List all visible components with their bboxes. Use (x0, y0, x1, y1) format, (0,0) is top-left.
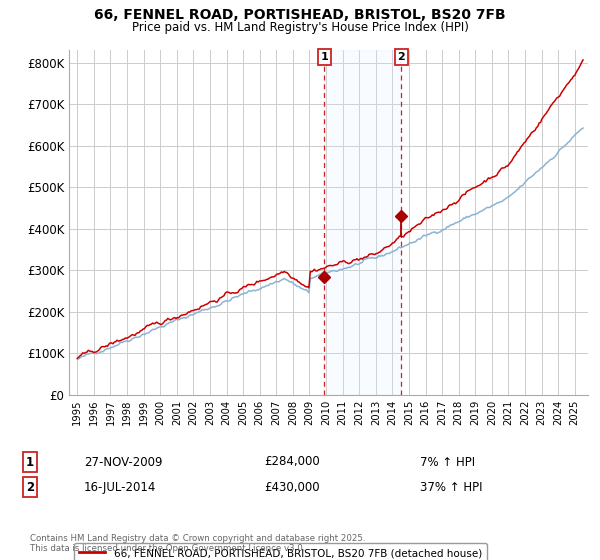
Text: Contains HM Land Registry data © Crown copyright and database right 2025.
This d: Contains HM Land Registry data © Crown c… (30, 534, 365, 553)
Text: 2: 2 (397, 52, 405, 62)
Text: 16-JUL-2014: 16-JUL-2014 (84, 480, 157, 494)
Text: 66, FENNEL ROAD, PORTISHEAD, BRISTOL, BS20 7FB: 66, FENNEL ROAD, PORTISHEAD, BRISTOL, BS… (94, 8, 506, 22)
Text: 7% ↑ HPI: 7% ↑ HPI (420, 455, 475, 469)
Bar (325, 50, 401, 395)
Text: £284,000: £284,000 (264, 455, 320, 469)
Text: Price paid vs. HM Land Registry's House Price Index (HPI): Price paid vs. HM Land Registry's House … (131, 21, 469, 34)
Text: £430,000: £430,000 (264, 480, 320, 494)
Text: 2: 2 (26, 480, 34, 494)
Text: 1: 1 (320, 52, 328, 62)
Text: 1: 1 (26, 455, 34, 469)
Legend: 66, FENNEL ROAD, PORTISHEAD, BRISTOL, BS20 7FB (detached house), HPI: Average pr: 66, FENNEL ROAD, PORTISHEAD, BRISTOL, BS… (74, 543, 487, 560)
Text: 27-NOV-2009: 27-NOV-2009 (84, 455, 163, 469)
Text: 37% ↑ HPI: 37% ↑ HPI (420, 480, 482, 494)
